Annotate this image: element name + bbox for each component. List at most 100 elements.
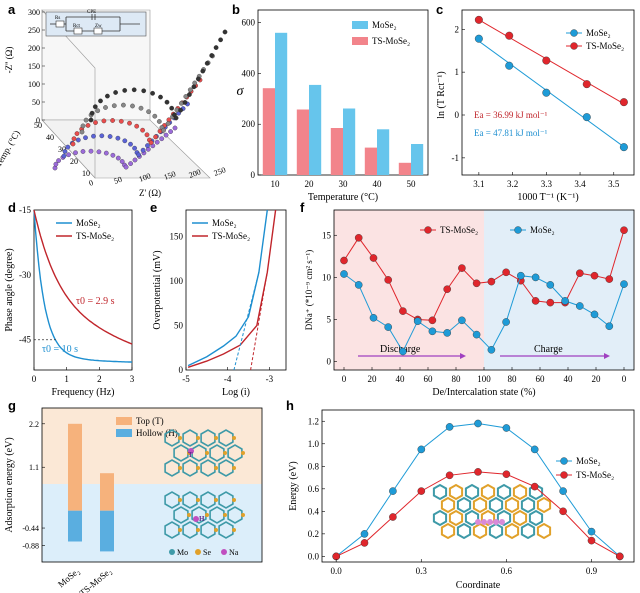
struct-legend-dot-Na: [221, 549, 227, 555]
b-ytick-200: 200: [242, 119, 256, 129]
a-point-20-21: [192, 80, 198, 86]
a-point-10-1: [89, 110, 95, 116]
f-point-0-4: [399, 307, 407, 315]
e-tangent-1: [250, 272, 268, 371]
h-hex-0-0: [432, 483, 448, 501]
a-point-40-2: [65, 144, 71, 150]
h-hex-1-5: [520, 496, 536, 514]
a-point-20-20: [187, 87, 193, 93]
f-xtick-5: 100: [477, 374, 491, 384]
g-xtick-0: MoSe₂: [56, 566, 81, 589]
d-curve-0: [33, 209, 133, 363]
legend-label-1: TS-MoSe₂: [212, 231, 250, 241]
h-hex-2-6: [528, 509, 544, 527]
a-point-10-19: [195, 76, 201, 82]
h-hex-3-4: [504, 522, 520, 540]
b-bar-0-20: [309, 84, 322, 175]
panel-d-x-ticks: 0 1 2 3: [32, 367, 135, 384]
se-atom-top-1-3: [241, 451, 245, 455]
panel-a-y-ticks: 0 50 100 150 200 250 300: [28, 8, 45, 125]
b-xtick-10: 10: [271, 179, 281, 189]
panel-e-y-ticks: 0 50 100 150: [170, 232, 184, 375]
h-point-1-4: [445, 471, 454, 480]
panel-f-y-ticks: 0 5 10 15: [322, 230, 337, 367]
a-ztick-10: 10: [82, 169, 90, 178]
a-point-40-4: [75, 137, 81, 143]
c-xtick-3.4: 3.4: [574, 179, 586, 189]
h-point-1-0: [332, 552, 341, 561]
a-point-20-15: [165, 121, 171, 126]
a-point-10-16: [182, 100, 188, 105]
f-point-0-3: [384, 276, 393, 284]
f-xtick-0: 0: [342, 374, 347, 384]
a-ztick-20: 20: [70, 157, 78, 166]
a-point-50-15: [128, 161, 133, 166]
e-ytick-50: 50: [174, 321, 184, 331]
hex-hollow-0-3: [218, 491, 234, 509]
d-ytick--45: -45: [19, 335, 31, 345]
b-xtick-20: 20: [305, 179, 315, 189]
a-point-10-7: [131, 87, 137, 93]
structure-legend: Mo Se Na: [169, 548, 239, 557]
a-point-50-25: [172, 125, 178, 131]
b-ytick-400: 400: [242, 68, 256, 78]
b-xtick-40: 40: [373, 179, 383, 189]
panel-g-y-ticks: 2.2 1.1 -0.44 -0.88: [22, 420, 45, 550]
h-hex-2-3: [480, 509, 496, 527]
h-hex-1-3: [488, 496, 504, 514]
equivalent-circuit-inset: Rs CPE Rct Zw: [45, 10, 147, 37]
panel-c-x-label: 1000 T⁻¹ (K⁻¹): [517, 192, 578, 203]
c-fit-1: [478, 19, 625, 105]
a-point-10-25: [222, 29, 228, 35]
f-point-1-5: [413, 317, 422, 326]
a-point-20-4: [95, 108, 101, 114]
d-curve-1: [33, 209, 133, 345]
a-point-40-15: [140, 147, 146, 153]
h-hex-1-2: [472, 496, 488, 514]
panel-f-legend: TS-MoSe₂ MoSe₂: [420, 225, 555, 235]
c-point-0-4: [619, 143, 628, 152]
hex-top-0-3: [218, 429, 234, 447]
se-atom-top-2-1: [196, 466, 200, 470]
a-ztick-50: 50: [34, 121, 42, 130]
d-xtick-0: 0: [32, 374, 37, 384]
panel-a-y-label: -Z'' (Ω): [4, 47, 14, 74]
a-point-50-2: [56, 158, 61, 163]
panel-label-f: f: [300, 200, 305, 215]
a-ytick-150: 150: [28, 62, 40, 71]
f-point-1-12: [517, 271, 525, 280]
panel-a-z-ticks: 50 40 30 20 10: [34, 121, 90, 178]
e-ytick-0: 0: [179, 365, 184, 375]
charge-label: Charge: [534, 344, 563, 355]
legend-label-0: MoSe₂: [212, 218, 237, 228]
se-atom-hollow-1-2: [223, 513, 227, 517]
panel-b-bars: [262, 32, 424, 175]
legend-swatch-1: [352, 37, 368, 45]
a-point-10-3: [98, 98, 103, 104]
h-hex-1-6: [536, 496, 552, 514]
a-point-30-4: [85, 123, 91, 128]
f-point-0-18: [605, 275, 614, 283]
g-bar-1-1: [100, 510, 114, 552]
a-point-30-15: [153, 134, 158, 140]
h-point-0-8: [559, 487, 567, 495]
a-point-30-12: [144, 132, 150, 138]
h-point-1-5: [474, 468, 482, 476]
panel-c-series: [474, 15, 628, 152]
a-point-20-19: [183, 94, 189, 99]
h-point-1-9: [587, 536, 596, 545]
c-point-1-3: [582, 80, 591, 89]
f-point-0-14: [546, 298, 555, 307]
hex-hollow-1-2: [209, 506, 225, 524]
a-point-50-9: [103, 150, 109, 156]
g-bar-0-1: [100, 473, 114, 511]
f-point-1-13: [531, 273, 540, 282]
c-point-0-0: [474, 34, 483, 43]
b-xtick-30: 30: [339, 179, 349, 189]
c-xtick-3.5: 3.5: [608, 179, 620, 189]
e-xtick--4: -4: [224, 374, 232, 384]
c-ytick-2: 2: [455, 24, 460, 34]
panel-g-bars: [68, 423, 114, 552]
